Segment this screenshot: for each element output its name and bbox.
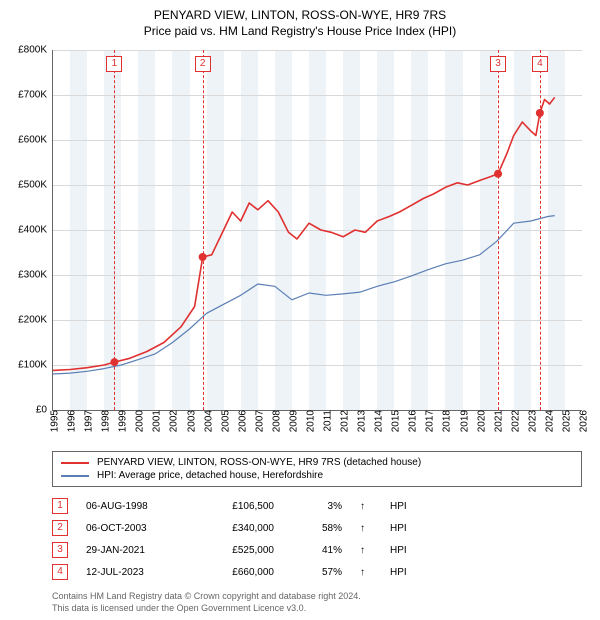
- event-row-badge: 4: [52, 564, 68, 580]
- x-tick-label: 2002: [165, 410, 180, 432]
- footer-attribution: Contains HM Land Registry data © Crown c…: [52, 591, 582, 614]
- x-tick-label: 2025: [557, 410, 572, 432]
- chart-title-block: PENYARD VIEW, LINTON, ROSS-ON-WYE, HR9 7…: [0, 0, 600, 38]
- chart-legend: PENYARD VIEW, LINTON, ROSS-ON-WYE, HR9 7…: [52, 451, 582, 487]
- y-tick-label: £600K: [18, 135, 53, 146]
- chart-title-main: PENYARD VIEW, LINTON, ROSS-ON-WYE, HR9 7…: [0, 8, 600, 22]
- event-row-delta: 57%: [292, 567, 342, 578]
- event-row-comparator: HPI: [390, 567, 407, 578]
- x-tick-label: 1999: [114, 410, 129, 432]
- footer-line-2: This data is licensed under the Open Gov…: [52, 603, 582, 615]
- x-tick-label: 2023: [523, 410, 538, 432]
- events-table-row: 1 06-AUG-1998 £106,500 3% ↑ HPI: [52, 495, 582, 517]
- up-arrow-icon: ↑: [360, 501, 372, 512]
- event-point-marker: [536, 109, 544, 117]
- up-arrow-icon: ↑: [360, 545, 372, 556]
- series-line-hpi: [53, 216, 555, 374]
- event-row-badge: 3: [52, 542, 68, 558]
- event-marker-badge: 4: [532, 56, 548, 72]
- x-tick-label: 2015: [387, 410, 402, 432]
- event-point-marker: [494, 170, 502, 178]
- event-row-delta: 41%: [292, 545, 342, 556]
- events-table-row: 4 12-JUL-2023 £660,000 57% ↑ HPI: [52, 561, 582, 583]
- event-row-date: 06-AUG-1998: [86, 501, 176, 512]
- chart-svg: [53, 50, 582, 410]
- x-tick-label: 2007: [250, 410, 265, 432]
- footer-line-1: Contains HM Land Registry data © Crown c…: [52, 591, 582, 603]
- y-tick-label: £700K: [18, 90, 53, 101]
- x-tick-label: 2005: [216, 410, 231, 432]
- x-tick-label: 2021: [489, 410, 504, 432]
- legend-swatch: [61, 462, 89, 464]
- event-row-badge: 2: [52, 520, 68, 536]
- legend-item: HPI: Average price, detached house, Here…: [61, 469, 573, 482]
- x-tick-label: 2010: [301, 410, 316, 432]
- event-marker-badge: 3: [490, 56, 506, 72]
- y-tick-label: £300K: [18, 270, 53, 281]
- x-tick-label: 2014: [370, 410, 385, 432]
- y-tick-label: £500K: [18, 180, 53, 191]
- y-tick-label: £200K: [18, 315, 53, 326]
- event-row-delta: 58%: [292, 523, 342, 534]
- x-tick-label: 2026: [575, 410, 590, 432]
- x-tick-label: 2006: [233, 410, 248, 432]
- x-tick-label: 2012: [336, 410, 351, 432]
- legend-item: PENYARD VIEW, LINTON, ROSS-ON-WYE, HR9 7…: [61, 456, 573, 469]
- y-tick-label: £400K: [18, 225, 53, 236]
- chart-plot-area: £0£100K£200K£300K£400K£500K£600K£700K£80…: [52, 50, 582, 411]
- chart-title-sub: Price paid vs. HM Land Registry's House …: [0, 24, 600, 38]
- event-row-comparator: HPI: [390, 545, 407, 556]
- event-row-price: £106,500: [194, 501, 274, 512]
- x-tick-label: 2013: [353, 410, 368, 432]
- x-tick-label: 1996: [63, 410, 78, 432]
- x-tick-label: 2018: [438, 410, 453, 432]
- event-row-comparator: HPI: [390, 501, 407, 512]
- x-tick-label: 2004: [199, 410, 214, 432]
- event-point-marker: [199, 253, 207, 261]
- legend-swatch: [61, 475, 89, 477]
- x-tick-label: 2019: [455, 410, 470, 432]
- x-tick-label: 2000: [131, 410, 146, 432]
- event-row-date: 12-JUL-2023: [86, 567, 176, 578]
- event-row-comparator: HPI: [390, 523, 407, 534]
- event-row-date: 29-JAN-2021: [86, 545, 176, 556]
- x-tick-label: 2016: [404, 410, 419, 432]
- event-marker-badge: 2: [195, 56, 211, 72]
- y-tick-label: £100K: [18, 360, 53, 371]
- events-table: 1 06-AUG-1998 £106,500 3% ↑ HPI 2 06-OCT-2003 £3…: [52, 495, 582, 583]
- x-tick-label: 1995: [46, 410, 61, 432]
- event-row-delta: 3%: [292, 501, 342, 512]
- legend-label: PENYARD VIEW, LINTON, ROSS-ON-WYE, HR9 7…: [97, 457, 421, 468]
- event-row-price: £340,000: [194, 523, 274, 534]
- x-tick-label: 2001: [148, 410, 163, 432]
- x-tick-label: 1997: [80, 410, 95, 432]
- y-tick-label: £800K: [18, 45, 53, 56]
- x-tick-label: 2017: [421, 410, 436, 432]
- event-point-marker: [110, 358, 118, 366]
- event-row-badge: 1: [52, 498, 68, 514]
- events-table-row: 3 29-JAN-2021 £525,000 41% ↑ HPI: [52, 539, 582, 561]
- x-tick-label: 2008: [267, 410, 282, 432]
- x-tick-label: 2020: [472, 410, 487, 432]
- event-row-price: £525,000: [194, 545, 274, 556]
- x-tick-label: 2003: [182, 410, 197, 432]
- event-row-date: 06-OCT-2003: [86, 523, 176, 534]
- up-arrow-icon: ↑: [360, 567, 372, 578]
- legend-label: HPI: Average price, detached house, Here…: [97, 470, 323, 481]
- series-line-property: [53, 97, 555, 370]
- x-tick-label: 1998: [97, 410, 112, 432]
- event-row-price: £660,000: [194, 567, 274, 578]
- x-tick-label: 2024: [540, 410, 555, 432]
- up-arrow-icon: ↑: [360, 523, 372, 534]
- event-marker-badge: 1: [106, 56, 122, 72]
- x-tick-label: 2011: [319, 410, 334, 432]
- x-tick-label: 2009: [284, 410, 299, 432]
- events-table-row: 2 06-OCT-2003 £340,000 58% ↑ HPI: [52, 517, 582, 539]
- x-tick-label: 2022: [506, 410, 521, 432]
